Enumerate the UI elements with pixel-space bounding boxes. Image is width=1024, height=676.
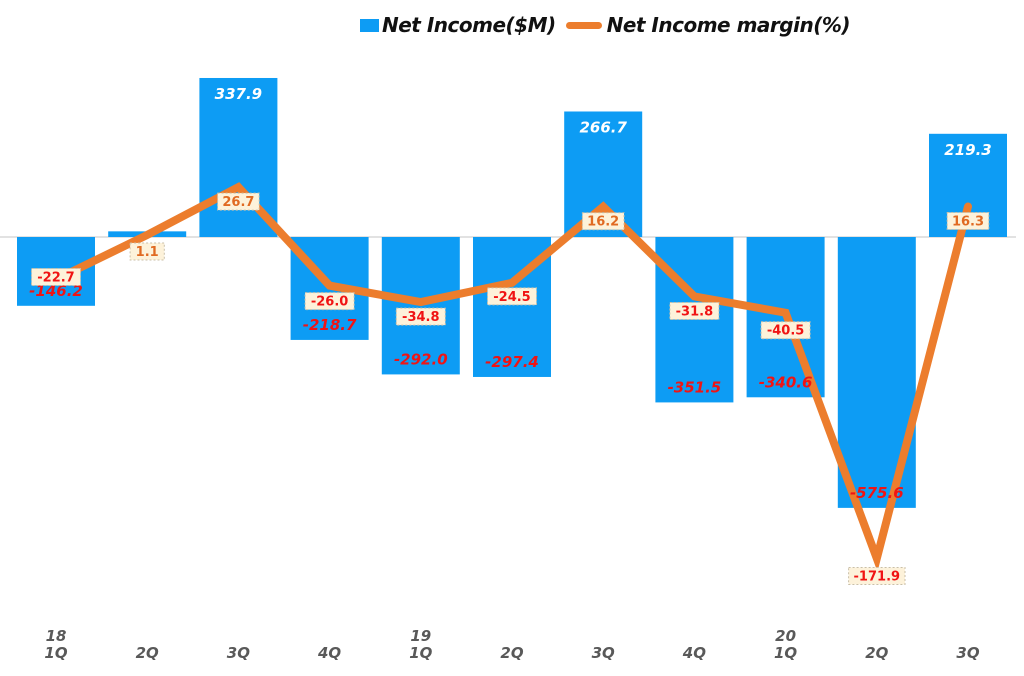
x-axis-label: 4Q (317, 644, 341, 662)
x-axis-label: 1Q (44, 644, 67, 662)
bar-7-4Q (655, 237, 734, 403)
bar-label: -292.0 (394, 350, 448, 368)
margin-label: 1.1 (136, 245, 159, 260)
bar-label: 337.9 (215, 85, 262, 103)
margin-label-box (487, 287, 537, 306)
bar-label: -297.4 (485, 353, 539, 371)
x-axis-label: 2Q (136, 644, 159, 662)
margin-label: -40.5 (767, 324, 804, 339)
net-income-legend-swatch-icon (360, 18, 379, 32)
margin-label: -31.8 (676, 304, 713, 319)
margin-label: 16.2 (587, 215, 619, 230)
bar-label: -146.2 (29, 282, 83, 300)
bar-label: -575.6 (850, 484, 904, 502)
margin-label-box (304, 292, 355, 311)
x-axis-label: 3Q (592, 644, 615, 662)
margin-legend-label: Net Income margin(%) (606, 13, 851, 37)
x-axis-label: 1Q (774, 644, 797, 662)
margin-label: 26.7 (222, 195, 254, 210)
x-axis-label: 4Q (682, 644, 706, 662)
net-income-legend-label: Net Income($M) (382, 13, 556, 37)
margin-label-box (395, 307, 446, 326)
margin-label: -34.8 (402, 310, 439, 325)
x-axis-label: 3Q (227, 644, 250, 662)
margin-label-box (217, 192, 260, 211)
margin-legend-swatch-icon (565, 21, 602, 29)
margin-label-box (669, 301, 720, 320)
margin-label-box (760, 321, 811, 340)
x-axis-label: 2Q (500, 644, 523, 662)
bar-label: 219.3 (944, 141, 991, 159)
margin-label: -22.7 (37, 270, 74, 285)
margin-label-box (848, 566, 906, 585)
margin-label: -24.5 (493, 290, 530, 305)
bar-label: -218.7 (303, 316, 357, 334)
margin-label: -26.0 (311, 295, 348, 310)
margin-label: 16.3 (952, 215, 984, 230)
year-label: 18 (46, 627, 67, 645)
bar-label: -351.5 (668, 378, 722, 396)
margin-line (52, 182, 972, 572)
margin-label-box (946, 212, 990, 231)
margin-label-box (31, 267, 81, 286)
bar-label: 266.7 (579, 118, 627, 136)
x-axis-label: 1Q (409, 644, 432, 662)
legend: Net Income($M) Net Income margin(%) (360, 13, 851, 37)
year-label: 20 (775, 627, 796, 645)
bar-label: -340.6 (759, 373, 813, 391)
margin-label-box (581, 212, 625, 231)
x-axis-label: 2Q (865, 644, 888, 662)
x-axis-label: 3Q (956, 644, 979, 662)
margin-label: -171.9 (854, 569, 901, 584)
year-label: 19 (410, 627, 431, 645)
margin-label-box (129, 242, 165, 261)
